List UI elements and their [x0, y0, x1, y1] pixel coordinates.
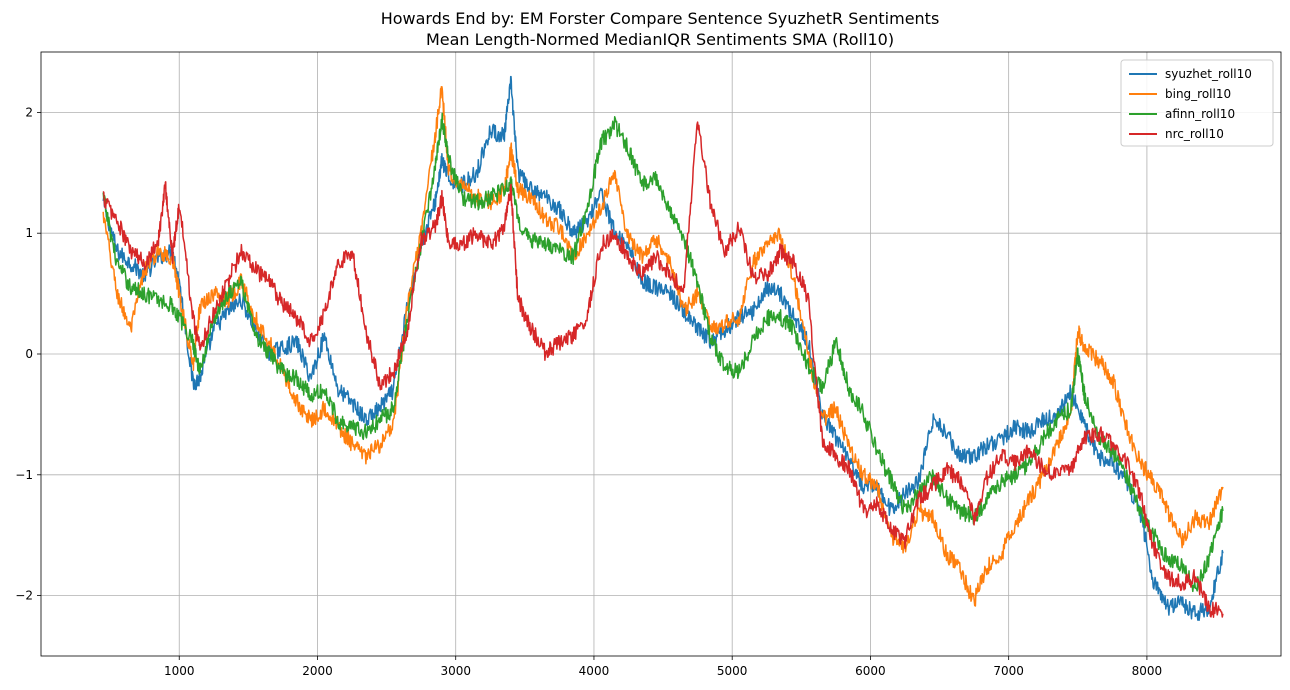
- legend-label: syuzhet_roll10: [1165, 67, 1252, 81]
- legend-label: nrc_roll10: [1165, 127, 1224, 141]
- legend-label: afinn_roll10: [1165, 107, 1235, 121]
- series-line-afinn_roll10: [102, 112, 1224, 593]
- x-tick-label: 4000: [579, 664, 610, 678]
- x-tick-label: 1000: [164, 664, 195, 678]
- y-tick-label: −2: [15, 589, 33, 603]
- chart-title: Howards End by: EM Forster Compare Sente…: [381, 9, 940, 28]
- y-tick-label: 2: [25, 105, 33, 119]
- legend-label: bing_roll10: [1165, 87, 1231, 101]
- grid: [41, 52, 1281, 656]
- legend-box: [1120, 59, 1274, 147]
- y-tick-label: 1: [25, 226, 33, 240]
- y-tick-label: −1: [15, 468, 33, 482]
- x-tick-label: 8000: [1132, 664, 1163, 678]
- x-tick-label: 5000: [717, 664, 748, 678]
- axis-ticks: 1000 2000 3000 4000 5000 6000 7000 8000 −2 −1 0 1 2: [15, 105, 1162, 678]
- x-tick-label: 6000: [855, 664, 886, 678]
- series-line-syuzhet_roll10: [102, 75, 1224, 622]
- x-tick-label: 3000: [440, 664, 471, 678]
- series-line-nrc_roll10: [102, 121, 1224, 618]
- y-tick-label: 0: [25, 347, 33, 361]
- series-lines: [102, 75, 1224, 622]
- chart-subtitle: Mean Length-Normed MedianIQR Sentiments …: [426, 30, 894, 49]
- x-tick-label: 7000: [993, 664, 1024, 678]
- x-tick-label: 2000: [302, 664, 333, 678]
- legend: syuzhet_roll10 bing_roll10 afinn_roll10nrc…: [1120, 59, 1274, 147]
